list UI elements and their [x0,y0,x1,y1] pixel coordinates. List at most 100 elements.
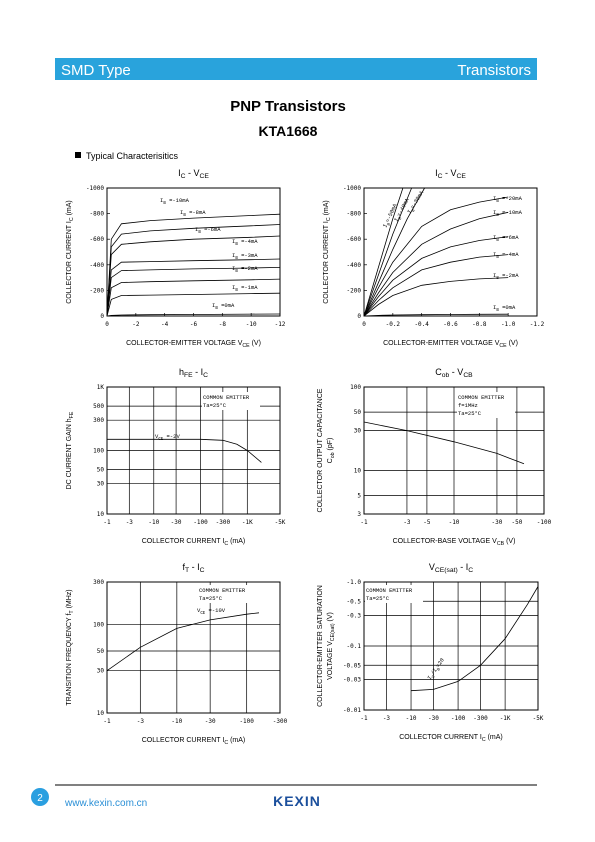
chart-title-part: V [429,562,435,572]
curve-label-part: =-10mA [166,197,190,204]
x-tick-label: -0.8 [472,321,487,328]
x-tick-label: -100 [239,718,254,725]
page-number: 2 [37,793,43,804]
x-tick-label: -12 [275,321,286,328]
curve-label-part: B [235,289,238,293]
x-axis-label: COLLECTOR-EMITTER VOLTAGE VCE (V) [126,340,261,349]
y-tick-label: 50 [354,409,362,416]
y-axis-label-part: (MHz) [66,589,73,610]
y-tick-label: -0.01 [343,707,361,714]
x-axis-label-part: COLLECTOR-BASE VOLTAGE V [393,538,498,545]
x-tick-label: -0.4 [414,321,429,328]
curve-label-part: B [496,239,499,243]
x-tick-label: -300 [216,519,231,526]
condition: VCE =-10V [197,607,226,616]
condition-part: V [155,433,159,440]
x-axis-label-part: C [224,740,228,746]
chart-title-part: I [435,168,438,178]
y-tick-label: 10 [97,710,105,717]
curve [106,267,281,317]
y-axis-label-part: (pF) [327,438,334,453]
condition-part: V [197,607,201,614]
part-number: KTA1668 [259,123,318,139]
y-tick-label: -0.3 [347,612,362,619]
page-badge [31,788,49,806]
chart-title-part: C [438,173,443,180]
curve [363,187,404,317]
x-tick-label: -3 [126,519,134,526]
chart-title: IC - VCE [178,168,209,180]
plot-frame [363,581,539,711]
curve-label: IB =-6mA [493,234,519,243]
x-tick-label: -300 [473,715,488,722]
chart-title-part: - I [193,367,204,377]
curve-label-part: I [180,209,183,216]
y-axis-label: TRANSITION FREQUENCY fT (MHz) [66,589,75,705]
x-tick-label: -1 [103,718,111,725]
chart-title-part: C [200,567,205,574]
y-tick-label: -200 [347,287,362,294]
y-tick-label: -0.1 [347,643,362,650]
chart-title-part: C [181,173,186,180]
chart-title-part: - V [185,168,199,178]
y-tick-label: 300 [93,417,104,424]
curve-label: IB =-10mA [160,197,190,206]
plot-frame [106,386,281,515]
y-tick-label: -0.05 [343,662,361,669]
curve-label-part: =-10mA [499,209,523,216]
note: COMMON EMITTER [203,394,250,401]
curve [363,211,509,317]
curve-label-part: I [493,272,496,279]
x-tick-label: -5K [275,519,286,526]
note-box [198,585,256,603]
chart-title-part: C [203,372,208,379]
x-axis-label-part: CE [499,343,507,349]
curve-label: IB =-3mA [232,252,258,261]
curve-label: IB =-2mA [232,265,258,274]
y-axis-label: COLLECTOR CURRENT IC (mA) [66,200,75,304]
y-axis-label: VOLTAGE VCE(sat) (V) [327,612,336,680]
curve-label-part: =-30mA [409,189,426,210]
x-tick-label: -1K [242,519,253,526]
note-box [457,392,515,418]
x-tick-label: -10 [148,519,159,526]
chart-title: hFE - IC [179,367,208,379]
curve-label-part: =0mA [499,304,516,311]
curve-label-part: =-8mA [186,209,207,216]
note: Ta=25°C [366,595,390,602]
x-tick-label: -10 [449,519,460,526]
chart-title-part: h [179,367,184,377]
curve-label-part: I [232,252,235,259]
y-axis-label-part: VOLTAGE V [327,641,334,680]
x-tick-label: -100 [537,519,552,526]
y-axis-label: COLLECTOR-EMITTER SATURATION [317,585,324,707]
y-tick-label: -1000 [343,185,361,192]
curve-label-part: I [493,251,496,258]
curve-label: IB =-10mA [493,209,523,218]
header-bar [55,58,537,80]
curve-label-part: =0mA [218,302,235,309]
y-tick-label: 1K [97,384,105,391]
x-tick-label: -5 [423,519,431,526]
x-axis-label-part: (mA) [228,538,245,545]
y-axis-label-part: TRANSITION FREQUENCY f [66,614,73,706]
curve-label-part: =-2mA [238,265,259,272]
y-axis-label-part: FE [69,411,75,418]
y-axis-label-part: COLLECTOR-EMITTER SATURATION [317,585,324,707]
y-tick-label: -0.5 [347,598,362,605]
y-tick-label: 3 [357,511,361,518]
chart-title-part: I [178,168,181,178]
curve [410,586,539,692]
x-axis-label-part: COLLECTOR CURRENT I [399,734,482,741]
x-tick-label: -10 [406,715,417,722]
chart-title: fT - IC [182,562,204,574]
x-axis-label: COLLECTOR-EMITTER VOLTAGE VCE (V) [383,340,518,349]
y-tick-label: -800 [90,211,105,218]
chart-title: Cob - VCB [435,367,473,379]
curve-label-part: =-1mA [238,284,259,291]
chart-title-part: CB [463,372,473,379]
curve-label-part: B [235,257,238,261]
note-box [365,585,423,603]
curve-label-part: I [232,284,235,291]
x-tick-label: -1.0 [501,321,516,328]
